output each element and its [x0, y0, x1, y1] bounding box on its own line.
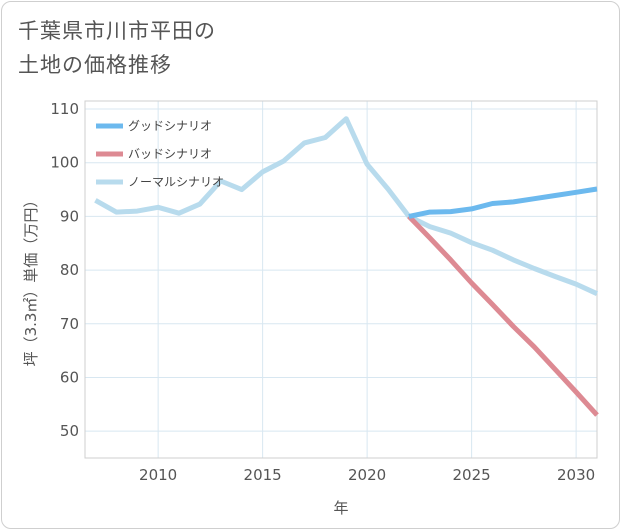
y-tick-label: 60	[60, 368, 79, 386]
y-axis-title: 坪（3.3㎡）単価（万円）	[22, 193, 40, 367]
legend-label-2: ノーマルシナリオ	[128, 175, 224, 189]
series-line-0	[408, 186, 598, 219]
series-line-1	[407, 214, 599, 417]
y-tick-label: 50	[60, 422, 79, 440]
series-layer	[94, 116, 599, 417]
x-tick-label: 2030	[557, 466, 595, 484]
x-tick-label: 2010	[139, 466, 177, 484]
plot-area	[84, 100, 598, 459]
x-tick-label: 2020	[348, 466, 386, 484]
chart-title: 千葉県市川市平田の 土地の価格推移	[18, 14, 216, 82]
y-tick-label: 100	[50, 154, 79, 172]
y-tick-label: 70	[60, 315, 79, 333]
y-tick-label: 80	[60, 261, 79, 279]
y-tick-label: 110	[50, 100, 79, 118]
chart-title-line-1: 千葉県市川市平田の	[18, 19, 216, 43]
grid	[85, 101, 597, 458]
x-axis-ticks: 2010 2015 2020 2025 2030	[139, 466, 595, 484]
legend-label-1: バッドシナリオ	[128, 147, 212, 161]
y-tick-label: 90	[60, 207, 79, 225]
x-tick-label: 2015	[244, 466, 282, 484]
y-axis-ticks: 50 60 70 80 90 100 110	[50, 100, 79, 440]
series-line-2	[94, 116, 599, 296]
x-tick-label: 2025	[453, 466, 491, 484]
x-axis-title: 年	[333, 499, 348, 517]
chart-title-line-2: 土地の価格推移	[18, 53, 172, 77]
legend-label-0: グッドシナリオ	[128, 119, 212, 133]
